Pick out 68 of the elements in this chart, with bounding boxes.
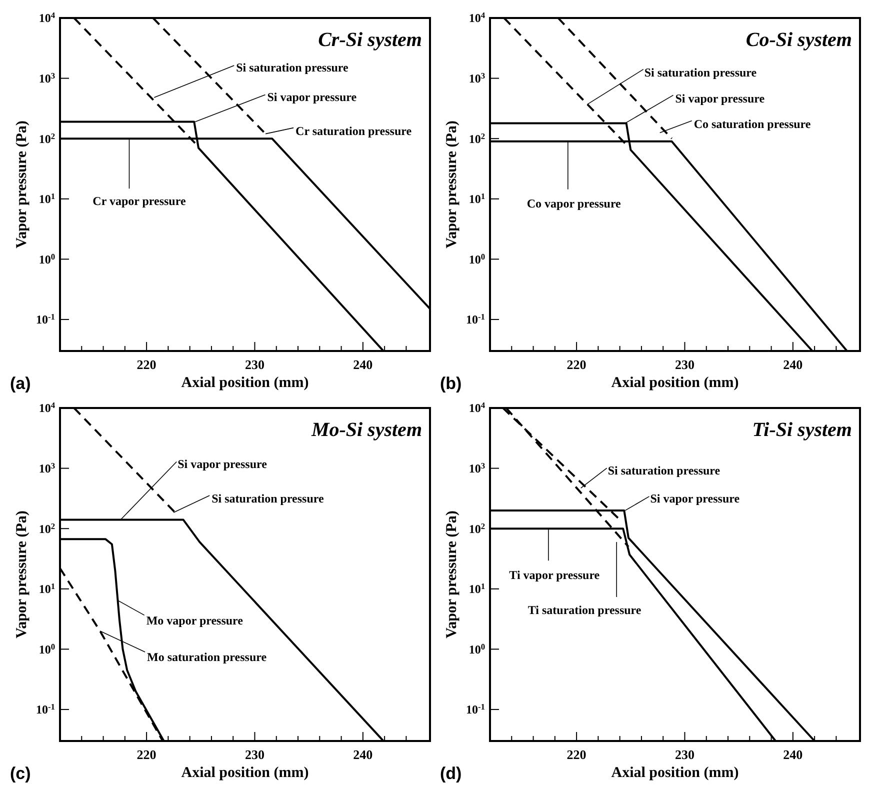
annotation: Mo saturation pressure	[147, 650, 268, 664]
x-tick-label: 240	[783, 357, 803, 372]
x-tick-label: 230	[244, 357, 264, 372]
x-tick-label: 240	[783, 747, 803, 762]
annotation: Cr vapor pressure	[92, 194, 186, 208]
annotation: Si saturation pressure	[236, 60, 350, 75]
y-axis-title: Vapor pressure (Pa)	[444, 510, 460, 638]
text: Co-Si system	[746, 29, 852, 51]
y-tick-label: 10$^{0}$	[38, 252, 55, 266]
x-tick-label: 230	[674, 357, 694, 372]
x-tick-label: 230	[674, 747, 694, 762]
y-tick-label: 10$^{3}$	[38, 460, 55, 476]
y-tick-label: 10$^{1}$	[468, 582, 485, 596]
y-tick-label: 10$^{4}$	[468, 10, 486, 26]
y-axis-title: Vapor pressure (Pa)	[14, 120, 30, 248]
y-tick-label: 10$^{3}$	[468, 70, 485, 86]
y-tick-label: 10$^{1}$	[38, 192, 55, 206]
x-axis-title: Axial position (mm)	[611, 375, 739, 391]
text: (a)	[10, 374, 31, 393]
y-tick-label: 10$^{0}$	[38, 642, 55, 656]
annotation: Si saturation pressure	[608, 463, 721, 478]
x-tick-label: 220	[136, 747, 156, 762]
y-tick-label: 10$^{4}$	[38, 400, 56, 416]
text: (c)	[10, 764, 31, 783]
annotation: Si vapor pressure	[267, 90, 358, 104]
text: Ti-Si system	[752, 419, 852, 441]
y-tick-label: 10$^{1}$	[468, 192, 485, 206]
x-tick-label: 240	[353, 747, 373, 762]
x-tick-label: 220	[566, 747, 586, 762]
x-tick-label: 220	[136, 357, 156, 372]
y-tick-label: 10$^{-1}$	[466, 702, 485, 717]
y-tick-label: 10$^{-1}$	[36, 702, 55, 717]
annotation: Si vapor pressure	[650, 492, 740, 506]
x-axis-title: Axial position (mm)	[181, 765, 309, 781]
annotation: Co saturation pressure	[694, 116, 812, 131]
y-tick-label: 10$^{4}$	[468, 400, 486, 416]
annotation: Cr saturation pressure	[296, 124, 412, 138]
x-tick-label: 230	[244, 747, 264, 762]
annotation: Si saturation pressure	[644, 66, 758, 80]
x-axis-title: Axial position (mm)	[611, 765, 739, 781]
x-axis-title: Axial position (mm)	[181, 375, 309, 391]
annotation: Si vapor pressure	[178, 456, 268, 471]
annotation: Ti saturation pressure	[528, 603, 642, 618]
y-tick-label: 10$^{0}$	[468, 252, 485, 266]
y-tick-label: 10$^{2}$	[468, 131, 485, 146]
text: Cr-Si system	[318, 29, 422, 51]
y-tick-label: 10$^{2}$	[468, 521, 485, 536]
text: (d)	[440, 764, 462, 783]
y-tick-label: 10$^{1}$	[38, 582, 55, 596]
annotation: Ti vapor pressure	[509, 568, 600, 582]
y-tick-label: 10$^{-1}$	[466, 312, 485, 327]
annotation: Si vapor pressure	[675, 91, 766, 106]
y-tick-label: 10$^{3}$	[38, 70, 55, 86]
y-tick-label: 10$^{3}$	[468, 460, 485, 476]
y-tick-label: 10$^{2}$	[38, 521, 55, 536]
x-tick-label: 220	[566, 357, 586, 372]
x-tick-label: 240	[353, 357, 373, 372]
text: (b)	[440, 374, 462, 393]
y-tick-label: 10$^{2}$	[38, 131, 55, 146]
y-axis-title: Vapor pressure (Pa)	[444, 120, 460, 248]
annotation: Mo vapor pressure	[146, 613, 244, 628]
y-tick-label: 10$^{-1}$	[36, 312, 55, 327]
annotation: Si saturation pressure	[212, 492, 325, 506]
annotation: Co vapor pressure	[526, 196, 622, 211]
text: Mo-Si system	[310, 419, 422, 441]
y-tick-label: 10$^{0}$	[468, 642, 485, 656]
y-tick-label: 10$^{4}$	[38, 10, 56, 26]
y-axis-title: Vapor pressure (Pa)	[14, 510, 30, 638]
